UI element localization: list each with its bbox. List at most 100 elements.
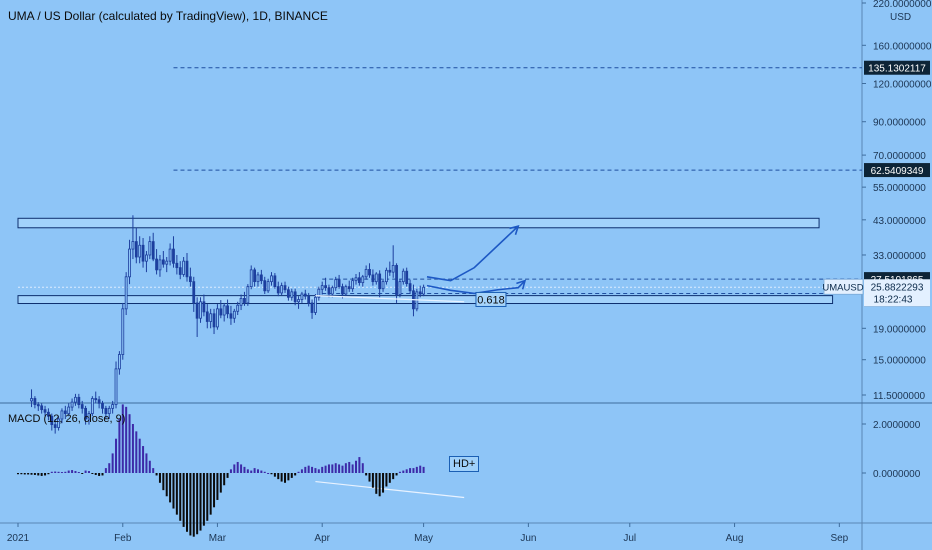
fib-label-box: [475, 291, 507, 307]
candle-body-63: [243, 297, 246, 304]
macd-title: MACD (12, 26, close, 9): [8, 413, 126, 425]
candle-body-108: [395, 265, 398, 295]
price-tick-label-1: 160.0000000: [873, 41, 932, 52]
macd-bar-42: [158, 473, 161, 483]
macd-bar-87: [311, 466, 314, 473]
price-tick-label-9: 15.0000000: [873, 356, 926, 367]
candle-body-65: [249, 269, 253, 288]
candle-body-21: [101, 402, 104, 409]
macd-bar-102: [361, 463, 364, 473]
projection-flat-arrowhead: [516, 279, 527, 290]
candle-body-19: [94, 398, 98, 401]
candle-body-57: [222, 305, 226, 316]
candle-body-29: [128, 248, 131, 278]
macd-bar-56: [206, 473, 209, 521]
hd-badge[interactable]: HD+: [449, 456, 480, 472]
candle-body-105: [385, 269, 388, 283]
candle-body-37: [155, 258, 158, 271]
macd-bar-86: [307, 465, 310, 473]
candle-body-33: [141, 244, 145, 262]
candle-body-70: [266, 281, 270, 292]
macd-bar-112: [395, 473, 398, 476]
macd-bar-66: [240, 464, 243, 473]
price-tag-box-0: [864, 60, 930, 75]
macd-bar-118: [415, 466, 418, 473]
macd-bar-9: [47, 473, 50, 475]
macd-bar-25: [101, 473, 104, 476]
macd-bar-53: [196, 473, 199, 535]
price-tag-text-0: 135.1302117: [868, 64, 926, 75]
macd-bar-84: [300, 469, 303, 473]
candle-body-107: [391, 265, 395, 273]
time-tick-label-6: Jul: [623, 533, 636, 544]
projection-flat-line: [426, 280, 526, 295]
macd-bar-100: [355, 460, 357, 473]
price-tick-label-3: 90.0000000: [873, 118, 926, 129]
candle-body-116: [422, 286, 426, 295]
candle-body-101: [371, 274, 375, 283]
macd-bar-60: [219, 473, 222, 493]
macd-bar-10: [50, 471, 53, 473]
candle-body-72: [273, 275, 277, 288]
candle-body-54: [212, 313, 216, 328]
candle-body-52: [205, 311, 209, 322]
macd-bar-74: [267, 473, 270, 474]
candle-body-115: [418, 291, 422, 295]
candle-body-48: [192, 281, 196, 304]
candle-body-95: [351, 280, 355, 290]
candle-body-1: [33, 398, 37, 405]
candle-body-66: [253, 269, 257, 283]
time-tick-label-3: Apr: [314, 533, 330, 544]
macd-bar-77: [277, 473, 280, 480]
macd-bar-72: [260, 470, 263, 473]
macd-bar-105: [371, 473, 374, 488]
macd-bar-3: [27, 473, 30, 475]
macd-bar-79: [284, 473, 287, 483]
macd-bar-108: [382, 473, 385, 493]
time-tick-label-5: Jun: [520, 533, 536, 544]
zone-rect-0: [17, 217, 820, 229]
macd-bar-0: [17, 473, 19, 475]
macd-bar-5: [33, 473, 36, 475]
candle-body-49: [195, 302, 199, 319]
macd-bar-13: [60, 472, 63, 474]
candle-body-34: [145, 254, 148, 262]
macd-bar-111: [392, 473, 395, 480]
candle-body-12: [70, 401, 74, 408]
macd-bar-24: [98, 473, 101, 476]
price-tick-label-4: 70.0000000: [873, 151, 926, 162]
macd-bar-63: [229, 469, 232, 473]
macd-bar-85: [304, 466, 307, 473]
candle-body-111: [405, 270, 409, 285]
macd-bar-51: [189, 473, 192, 536]
macd-bar-18: [77, 472, 80, 474]
macd-bar-117: [412, 468, 415, 473]
candle-body-55: [216, 308, 219, 328]
candle-body-88: [327, 287, 331, 295]
macd-bar-103: [365, 473, 368, 476]
price-tick-label-2: 120.0000000: [873, 80, 932, 91]
macd-bar-116: [409, 468, 412, 473]
candle-body-51: [202, 301, 206, 313]
candle-body-106: [388, 269, 392, 273]
macd-bar-12: [57, 471, 60, 473]
candle-body-67: [256, 274, 260, 283]
macd-bar-88: [314, 468, 317, 473]
candle-body-60: [232, 310, 236, 319]
macd-bar-43: [162, 473, 165, 491]
candle-body-3: [40, 405, 44, 411]
candle-body-35: [148, 241, 152, 256]
macd-bar-57: [209, 473, 212, 515]
macd-bar-47: [175, 473, 178, 515]
candle-body-61: [236, 304, 240, 312]
candle-body-42: [172, 248, 175, 264]
candle-body-32: [138, 244, 142, 258]
candle-body-10: [63, 410, 67, 414]
macd-bar-106: [375, 473, 378, 494]
macd-bar-6: [37, 473, 40, 476]
macd-bar-93: [331, 464, 334, 473]
time-tick-label-8: Sep: [830, 533, 848, 544]
macd-bar-99: [351, 464, 354, 473]
